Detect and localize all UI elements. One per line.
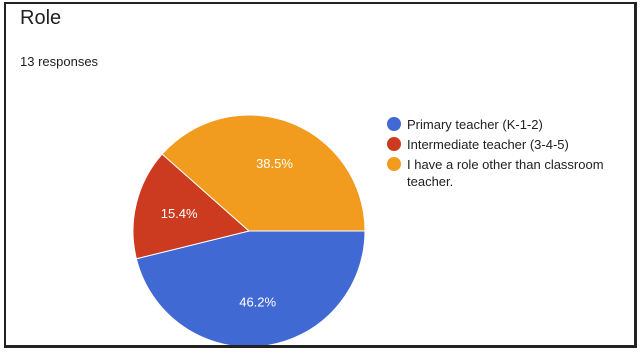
pie-slice-other-role[interactable] [161, 114, 366, 232]
pie-slices [132, 114, 366, 347]
pie-data-label: 38.5% [256, 156, 293, 171]
legend-item-other-role[interactable]: I have a role other than classroom teach… [387, 156, 627, 190]
pie-slice-primary-teacher[interactable] [135, 230, 366, 347]
pie-data-label: 15.4% [161, 206, 198, 221]
chart-card: Role 13 responses 46.2% 15.4% 38.5% Primar… [4, 2, 637, 348]
legend-swatch-icon [387, 117, 401, 131]
legend-swatch-icon [387, 137, 401, 151]
legend-label: Intermediate teacher (3-4-5) [407, 137, 569, 152]
legend-label: Primary teacher (K-1-2) [407, 117, 543, 132]
legend-swatch-icon [387, 157, 401, 171]
pie-data-label: 46.2% [239, 294, 276, 309]
pie-slice-intermediate-teacher[interactable] [132, 153, 251, 260]
legend-item-intermediate-teacher[interactable]: Intermediate teacher (3-4-5) [387, 136, 627, 153]
chart-legend: Primary teacher (K-1-2) Intermediate tea… [387, 116, 627, 193]
pie-chart: 46.2% 15.4% 38.5% [132, 114, 366, 347]
chart-title: Role [20, 7, 62, 29]
pie-data-labels: 46.2% 15.4% 38.5% [161, 156, 294, 310]
legend-label: I have a role other than classroom teach… [407, 157, 604, 189]
response-count: 13 responses [20, 54, 99, 69]
legend-item-primary-teacher[interactable]: Primary teacher (K-1-2) [387, 116, 627, 133]
